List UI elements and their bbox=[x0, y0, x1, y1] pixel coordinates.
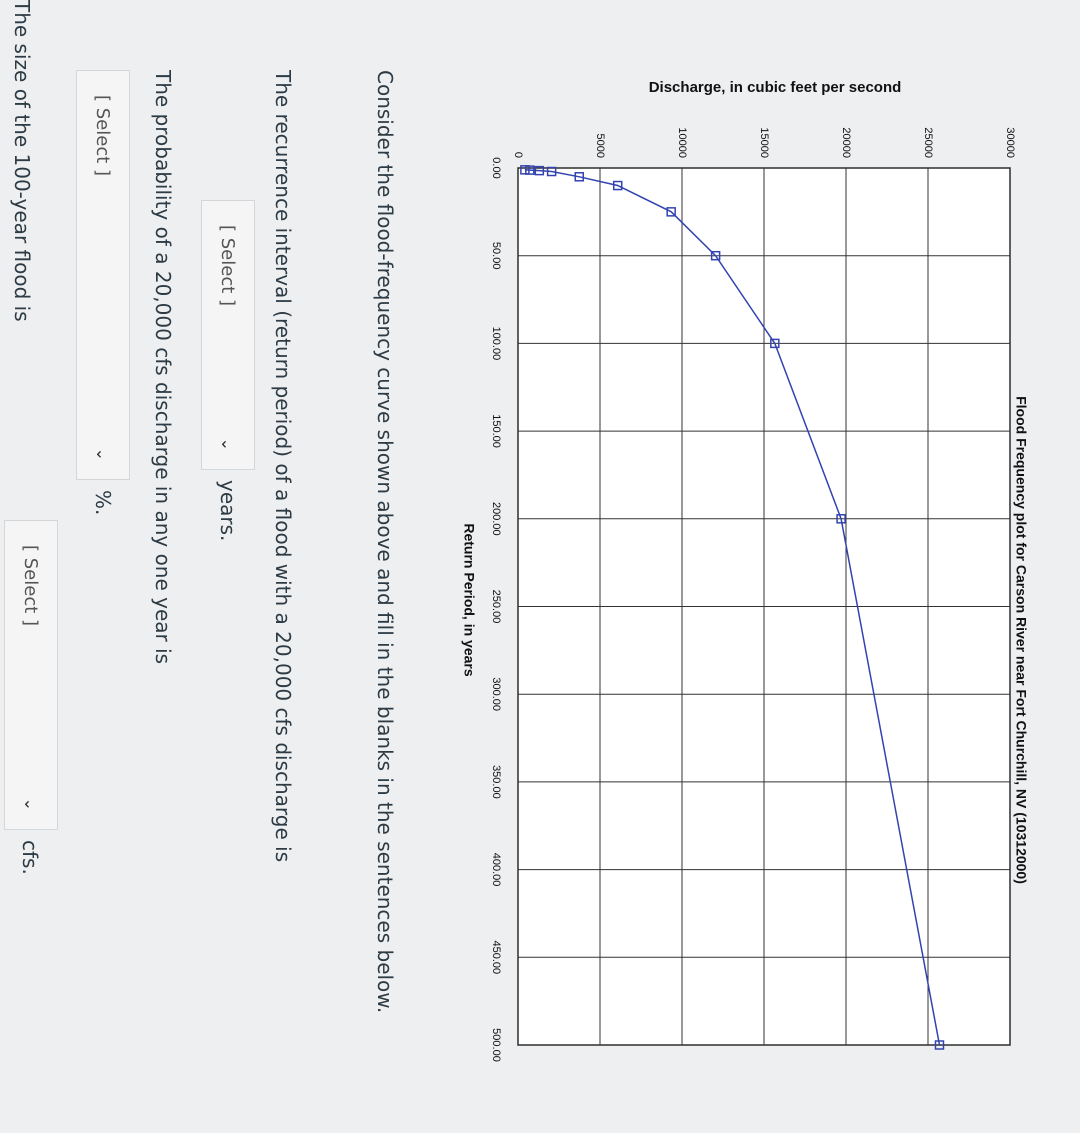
intro-text: Consider the flood-frequency curve shown… bbox=[373, 70, 397, 1014]
x-tick-label: 450.00 bbox=[490, 940, 502, 974]
data-point bbox=[836, 514, 846, 524]
chevron: ⌄ bbox=[93, 447, 112, 461]
x-tick-label: 400.00 bbox=[490, 853, 502, 887]
select-dropdown[interactable]: [ Select ] ⌄ bbox=[201, 200, 255, 470]
question-prompt: The recurrence interval (return period) … bbox=[271, 70, 295, 863]
y-tick-label: 15000 bbox=[758, 127, 770, 158]
chevron: ⌄ bbox=[218, 437, 237, 451]
data-point bbox=[770, 338, 780, 349]
data-point bbox=[612, 180, 623, 191]
select-dropdown[interactable]: [ Select ] ⌄ bbox=[76, 70, 130, 480]
series-line bbox=[524, 169, 941, 1046]
select-text: [ Select ] bbox=[217, 225, 238, 307]
select-text: [ Select ] bbox=[20, 545, 41, 627]
data-point bbox=[525, 165, 535, 175]
y-axis-label: Discharge, in cubic feet per second bbox=[649, 79, 902, 96]
question-prompt: The size of the 100-year flood is bbox=[10, 0, 34, 322]
y-tick-label: 20000 bbox=[840, 127, 852, 158]
y-tick-label: 0 bbox=[512, 152, 524, 158]
unit-text: %. bbox=[91, 490, 115, 516]
x-tick-label: 250.00 bbox=[490, 590, 502, 624]
y-tick-label: 5000 bbox=[594, 134, 606, 158]
select-text: [ Select ] bbox=[92, 95, 113, 177]
data-point bbox=[574, 172, 585, 182]
x-axis-label: Return Period, in years bbox=[461, 523, 477, 676]
data-point bbox=[710, 250, 721, 261]
y-tick-label: 30000 bbox=[1004, 127, 1016, 158]
data-point bbox=[666, 207, 676, 217]
data-point bbox=[534, 165, 545, 176]
y-tick-label: 10000 bbox=[676, 127, 688, 158]
chevron: ⌄ bbox=[21, 797, 40, 811]
x-tick-label: 300.00 bbox=[490, 677, 502, 711]
chart-title: Flood Frequency plot for Carson River ne… bbox=[1013, 396, 1029, 884]
x-tick-label: 350.00 bbox=[490, 765, 502, 799]
data-point bbox=[520, 165, 530, 175]
x-tick-label: 500.00 bbox=[490, 1028, 502, 1062]
unit-text: cfs. bbox=[18, 840, 42, 875]
unit-text: years. bbox=[216, 480, 240, 542]
x-tick-label: 150.00 bbox=[490, 414, 502, 448]
data-point bbox=[934, 1040, 945, 1050]
x-tick-label: 100.00 bbox=[490, 327, 502, 361]
x-tick-label: 0.00 bbox=[490, 157, 502, 178]
select-dropdown[interactable]: [ Select ] ⌄ bbox=[4, 520, 58, 830]
data-point bbox=[546, 166, 557, 177]
y-tick-label: 25000 bbox=[922, 127, 934, 158]
x-tick-label: 50.00 bbox=[490, 242, 502, 270]
x-tick-label: 200.00 bbox=[490, 502, 502, 536]
question-prompt: The probability of a 20,000 cfs discharg… bbox=[151, 70, 175, 665]
chart: Flood Frequency plot for Carson River ne… bbox=[461, 79, 1029, 1062]
